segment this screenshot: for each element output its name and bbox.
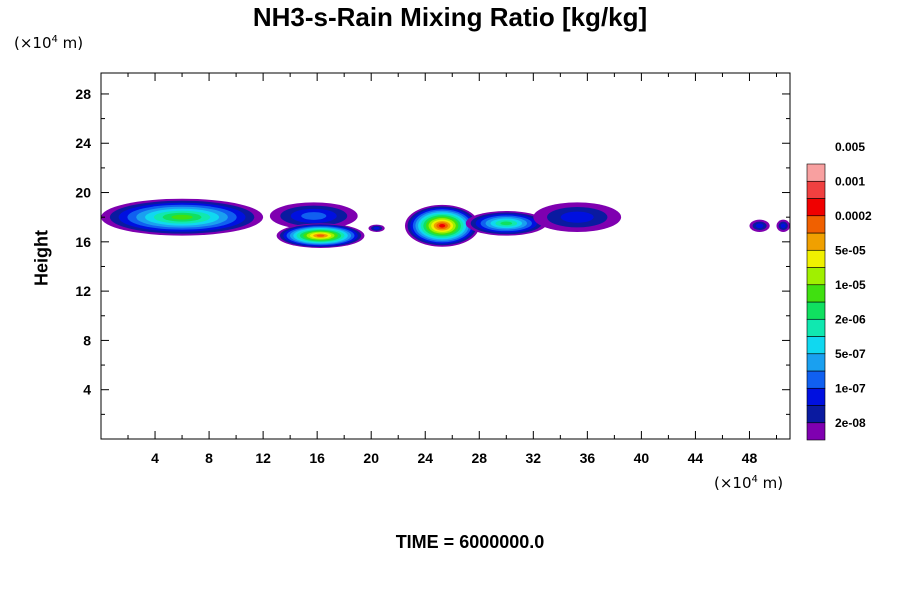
contour-band bbox=[373, 226, 380, 230]
x-tick-label: 24 bbox=[417, 450, 433, 466]
contour-band bbox=[755, 223, 764, 229]
colorbar-swatch bbox=[806, 353, 826, 372]
x-tick-label: 36 bbox=[580, 450, 596, 466]
colorbar-label: 5e-07 bbox=[835, 347, 866, 361]
colorbar-swatch bbox=[806, 163, 826, 182]
colorbar-swatch bbox=[806, 318, 826, 337]
contour-band bbox=[500, 221, 513, 226]
colorbar: 2e-08 1e-07 5e-07 2e-06 1e-05 5e-05 0.0002 0.00… bbox=[806, 140, 872, 441]
colorbar-swatch bbox=[806, 232, 826, 251]
colorbar-swatch bbox=[806, 180, 826, 199]
x-tick-label: 12 bbox=[255, 450, 271, 466]
x-axis: 4 8 12 16 20 24 28 32 36 40 44 48 bbox=[127, 73, 777, 466]
x-tick-label: 40 bbox=[634, 450, 650, 466]
y-tick-label: 16 bbox=[75, 234, 91, 250]
colorbar-swatch bbox=[806, 267, 826, 286]
colorbar-label: 0.005 bbox=[835, 140, 865, 154]
colorbar-label: 2e-08 bbox=[835, 416, 866, 430]
x-tick-label: 32 bbox=[526, 450, 542, 466]
y-tick-label: 28 bbox=[75, 86, 91, 102]
data-field-layer bbox=[101, 198, 790, 248]
time-label: TIME = 6000000.0 bbox=[395, 532, 545, 552]
colorbar-swatch bbox=[806, 215, 826, 234]
plot-frame bbox=[100, 72, 791, 440]
y-tick-label: 8 bbox=[83, 332, 91, 348]
contour-band bbox=[780, 223, 786, 229]
colorbar-swatch bbox=[806, 198, 826, 217]
y-axis: 4 8 12 16 20 24 28 bbox=[75, 86, 790, 415]
colorbar-swatch bbox=[806, 249, 826, 268]
colorbar-label: 2e-06 bbox=[835, 312, 866, 326]
x-tick-label: 20 bbox=[363, 450, 379, 466]
colorbar-swatch bbox=[806, 284, 826, 303]
contour-band bbox=[301, 212, 327, 220]
colorbar-swatch bbox=[806, 387, 826, 406]
colorbar-label: 1e-07 bbox=[835, 381, 866, 395]
chart-title: NH3-s-Rain Mixing Ratio [kg/kg] bbox=[252, 2, 648, 32]
y-tick-label: 20 bbox=[75, 185, 91, 201]
x-unit-label: (×104 m) bbox=[714, 474, 784, 492]
colorbar-swatch bbox=[806, 422, 826, 441]
colorbar-label: 1e-05 bbox=[835, 278, 866, 292]
contour-band bbox=[560, 211, 594, 223]
colorbar-swatch bbox=[806, 370, 826, 389]
colorbar-label: 0.001 bbox=[835, 174, 865, 188]
y-unit-label: (×104 m) bbox=[14, 34, 84, 52]
y-tick-label: 24 bbox=[75, 135, 91, 151]
x-tick-label: 44 bbox=[688, 450, 704, 466]
contour-band bbox=[171, 214, 193, 220]
y-tick-label: 12 bbox=[75, 283, 91, 299]
colorbar-swatch bbox=[806, 405, 826, 424]
colorbar-label: 5e-05 bbox=[835, 243, 866, 257]
x-tick-label: 16 bbox=[309, 450, 325, 466]
y-tick-label: 4 bbox=[83, 382, 91, 398]
contour-band bbox=[316, 234, 325, 237]
colorbar-swatch bbox=[806, 336, 826, 355]
colorbar-label: 0.0002 bbox=[835, 209, 872, 223]
x-tick-label: 48 bbox=[742, 450, 758, 466]
x-tick-label: 8 bbox=[205, 450, 213, 466]
contour-band bbox=[438, 224, 446, 228]
x-tick-label: 28 bbox=[471, 450, 487, 466]
x-tick-label: 4 bbox=[151, 450, 159, 466]
colorbar-swatch bbox=[806, 301, 826, 320]
